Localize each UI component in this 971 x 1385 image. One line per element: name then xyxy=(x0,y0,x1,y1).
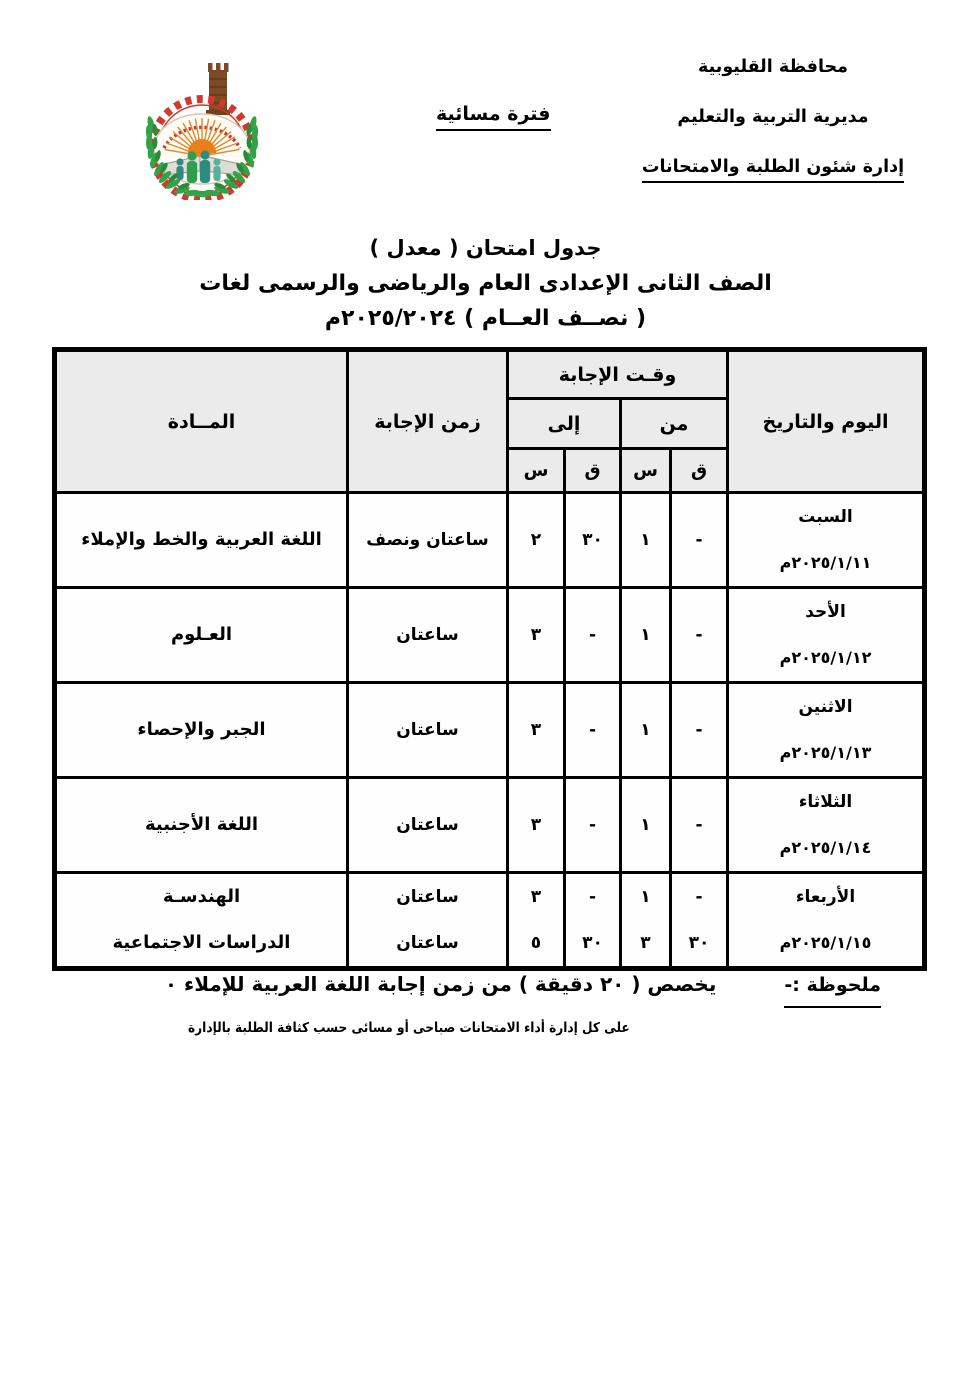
to-minutes-cell: - ٣٠ xyxy=(563,871,622,970)
day-name: السبت xyxy=(798,507,853,527)
day-date: ٢٠٢٥/١/١١م xyxy=(779,553,872,572)
duration-cell: ساعتان xyxy=(346,681,509,779)
to-minutes-cell: ٣٠ xyxy=(563,491,622,589)
title-line-1: جدول امتحان ( معدل ) xyxy=(369,236,602,260)
table-row: السبت ٢٠٢٥/١/١١م - ١ ٣٠ ٢ ساعتان ونصف ال… xyxy=(53,491,926,589)
document-title-block: جدول امتحان ( معدل ) الصف الثانى الإعداد… xyxy=(0,231,971,336)
from-hours-cell: ١ xyxy=(619,491,672,589)
col-header-answer-time: وقـت الإجابة xyxy=(506,348,729,400)
day-date: ٢٠٢٥/١/١٥م xyxy=(779,933,872,952)
subject-cell: الهندسـة الدراسات الاجتماعية xyxy=(53,871,349,970)
day-date-cell: السبت ٢٠٢٥/١/١١م xyxy=(726,491,926,589)
col-header-from-minutes: ق xyxy=(669,447,729,494)
note-label: ملحوظة :- xyxy=(784,967,881,1008)
from-hours-cell: ١ xyxy=(619,681,672,779)
day-name: الثلاثاء xyxy=(798,792,853,812)
sun-icon xyxy=(188,139,216,153)
to-hours-cell: ٣ xyxy=(506,776,566,874)
administration-name: إدارة شئون الطلبة والامتحانات xyxy=(613,142,933,192)
to-minutes-cell: - xyxy=(563,586,622,684)
from-minutes-cell: - ٣٠ xyxy=(669,871,729,970)
subject-cell: الجبر والإحصاء xyxy=(53,681,349,779)
from-hours-cell: ١ xyxy=(619,586,672,684)
from-minutes-cell: - xyxy=(669,776,729,874)
col-header-day-date: اليوم والتاريخ xyxy=(726,348,926,494)
day-date-cell: الأحد ٢٠٢٥/١/١٢م xyxy=(726,586,926,684)
governorate-name: محافظة القليوبية xyxy=(698,57,848,77)
col-header-duration: زمن الإجابة xyxy=(346,348,509,494)
directorate-name: مديرية التربية والتعليم xyxy=(677,107,869,127)
to-minutes-cell: - xyxy=(563,776,622,874)
day-date-cell: الأربعاء ٢٠٢٥/١/١٥م xyxy=(726,871,926,970)
col-header-from-hours: س xyxy=(619,447,672,494)
day-date: ٢٠٢٥/١/١٤م xyxy=(779,838,872,857)
day-name: الاثنين xyxy=(798,697,853,717)
to-hours-cell: ٣ xyxy=(506,681,566,779)
duration-cell: ساعتان xyxy=(346,776,509,874)
from-minutes-cell: - xyxy=(669,681,729,779)
to-hours-cell: ٣ ٥ xyxy=(506,871,566,970)
subject-cell: اللغة العربية والخط والإملاء xyxy=(53,491,349,589)
from-hours-cell: ١ ٣ xyxy=(619,871,672,970)
day-date-cell: الثلاثاء ٢٠٢٥/١/١٤م xyxy=(726,776,926,874)
header-authority-block: محافظة القليوبية مديرية التربية والتعليم… xyxy=(613,42,933,192)
title-line-3: ( نصــف العــام ) ٢٠٢٥/٢٠٢٤م xyxy=(324,306,647,331)
to-hours-cell: ٢ xyxy=(506,491,566,589)
title-line-2: الصف الثانى الإعدادى العام والرياضى والر… xyxy=(199,271,772,296)
from-hours-cell: ١ xyxy=(619,776,672,874)
col-header-subject: المــادة xyxy=(53,348,349,494)
day-date: ٢٠٢٥/١/١٣م xyxy=(779,743,872,762)
duration-cell: ساعتان xyxy=(346,586,509,684)
tower-icon xyxy=(206,63,230,115)
duration-cell: ساعتان ونصف xyxy=(346,491,509,589)
education-directorate-emblem-logo xyxy=(145,63,259,203)
table-row: الأحد ٢٠٢٥/١/١٢م - ١ - ٣ ساعتان العـلوم xyxy=(53,586,926,684)
logo-container xyxy=(134,52,268,203)
sun-rays xyxy=(164,118,240,157)
exam-period-label: فترة مسائية xyxy=(436,103,551,131)
footnote-line-2: على كل إدارة أداء الامتحانات صباحى أو مس… xyxy=(188,1020,630,1036)
col-header-to: إلى xyxy=(506,397,622,450)
exam-schedule-table: اليوم والتاريخ وقـت الإجابة زمن الإجابة … xyxy=(52,347,927,971)
col-header-from: من xyxy=(619,397,729,450)
from-minutes-cell: - xyxy=(669,491,729,589)
col-header-to-minutes: ق xyxy=(563,447,622,494)
day-date: ٢٠٢٥/١/١٢م xyxy=(779,648,872,667)
to-hours-cell: ٣ xyxy=(506,586,566,684)
subject-cell: اللغة الأجنبية xyxy=(53,776,349,874)
note-text: يخصص ( ٢٠ دقيقة ) من زمن إجابة اللغة الع… xyxy=(164,972,717,996)
col-header-to-hours: س xyxy=(506,447,566,494)
table-row: الاثنين ٢٠٢٥/١/١٣م - ١ - ٣ ساعتان الجبر … xyxy=(53,681,926,779)
footnote-row: ملحوظة :- يخصص ( ٢٠ دقيقة ) من زمن إجابة… xyxy=(60,966,881,1008)
family-figures-icon xyxy=(176,150,221,183)
from-minutes-cell: - xyxy=(669,586,729,684)
day-date-cell: الاثنين ٢٠٢٥/١/١٣م xyxy=(726,681,926,779)
duration-cell: ساعتان ساعتان xyxy=(346,871,509,970)
day-name: الأربعاء xyxy=(795,887,856,907)
day-name: الأحد xyxy=(805,602,846,622)
table-row: الثلاثاء ٢٠٢٥/١/١٤م - ١ - ٣ ساعتان اللغة… xyxy=(53,776,926,874)
laurel-wreath-icon xyxy=(145,116,259,198)
to-minutes-cell: - xyxy=(563,681,622,779)
subject-cell: العـلوم xyxy=(53,586,349,684)
table-row: الأربعاء ٢٠٢٥/١/١٥م - ٣٠ ١ ٣ - ٣٠ ٣ ٥ سا… xyxy=(53,871,926,970)
